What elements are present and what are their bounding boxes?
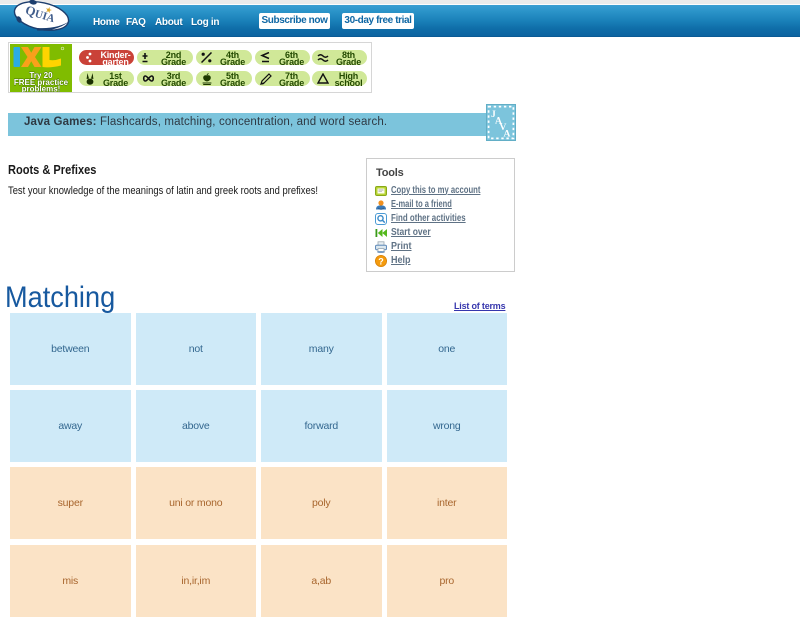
svg-text:A: A: [504, 130, 511, 140]
svg-text:FREE practice: FREE practice: [14, 78, 69, 87]
svg-text:problems!: problems!: [22, 85, 61, 92]
svg-text:J: J: [491, 110, 496, 120]
svg-text:★: ★: [44, 5, 53, 16]
svg-text:V: V: [500, 123, 507, 133]
svg-text:?: ?: [378, 256, 384, 266]
svg-text:QUIA: QUIA: [24, 2, 57, 25]
svg-text:Try 20: Try 20: [29, 71, 53, 80]
svg-text:A: A: [495, 117, 502, 127]
